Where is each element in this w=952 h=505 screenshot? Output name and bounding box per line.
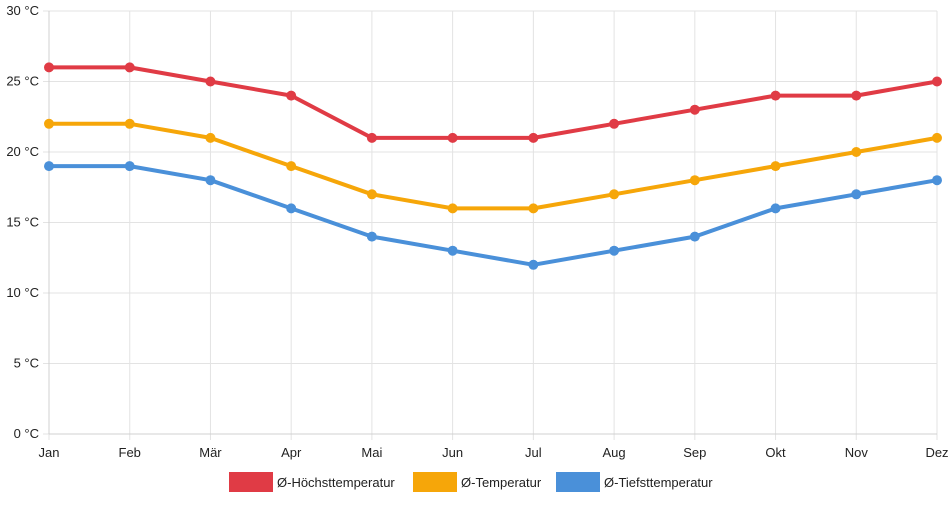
data-point[interactable] <box>205 76 216 87</box>
data-point[interactable] <box>286 203 297 214</box>
legend-item[interactable]: Ø-Tiefsttemperatur <box>556 472 713 492</box>
legend-label: Ø-Tiefsttemperatur <box>604 475 713 490</box>
data-point[interactable] <box>124 161 135 172</box>
data-point[interactable] <box>44 161 54 172</box>
data-point[interactable] <box>528 259 539 270</box>
data-point[interactable] <box>609 118 620 129</box>
data-point[interactable] <box>447 203 458 214</box>
data-point[interactable] <box>932 175 942 186</box>
x-tick-label: Jun <box>442 445 463 460</box>
x-tick-label: Jan <box>39 445 60 460</box>
x-tick-label: Nov <box>845 445 869 460</box>
series-1 <box>44 118 942 214</box>
legend-item[interactable]: Ø-Temperatur <box>413 472 542 492</box>
y-tick-label: 0 °C <box>14 426 39 441</box>
data-point[interactable] <box>689 175 700 186</box>
legend-label: Ø-Temperatur <box>461 475 542 490</box>
data-point[interactable] <box>447 245 458 256</box>
legend-swatch <box>556 472 600 492</box>
data-point[interactable] <box>689 104 700 115</box>
y-tick-label: 15 °C <box>6 215 39 230</box>
data-point[interactable] <box>932 132 942 143</box>
data-point[interactable] <box>851 90 862 101</box>
x-tick-label: Jul <box>525 445 542 460</box>
x-tick-label: Dez <box>925 445 948 460</box>
series-line <box>47 121 939 211</box>
x-tick-label: Mai <box>361 445 382 460</box>
data-point[interactable] <box>44 118 54 129</box>
legend-label: Ø-Höchsttemperatur <box>277 475 395 490</box>
data-point[interactable] <box>770 161 781 172</box>
data-point[interactable] <box>366 231 377 242</box>
y-tick-label: 5 °C <box>14 356 39 371</box>
data-point[interactable] <box>447 132 458 143</box>
data-point[interactable] <box>528 132 539 143</box>
x-tick-label: Apr <box>281 445 302 460</box>
y-tick-label: 25 °C <box>6 74 39 89</box>
data-point[interactable] <box>44 62 54 73</box>
data-point[interactable] <box>366 189 377 200</box>
axis-layer: 0 °C 5 °C 10 °C 15 °C 20 °C 25 °C 30 °C Jan Feb M… <box>6 3 948 460</box>
data-point[interactable] <box>124 118 135 129</box>
data-point[interactable] <box>609 189 620 200</box>
data-point[interactable] <box>205 132 216 143</box>
legend-swatch <box>229 472 273 492</box>
data-point[interactable] <box>205 175 216 186</box>
x-tick-label: Aug <box>603 445 626 460</box>
legend-swatch <box>413 472 457 492</box>
x-tick-label: Feb <box>119 445 141 460</box>
y-tick-label: 20 °C <box>6 144 39 159</box>
y-tick-label: 10 °C <box>6 285 39 300</box>
data-point[interactable] <box>528 203 539 214</box>
data-point[interactable] <box>124 62 135 73</box>
series-line <box>47 65 939 140</box>
data-point[interactable] <box>286 161 297 172</box>
data-point[interactable] <box>609 245 620 256</box>
series-2 <box>44 161 942 270</box>
data-point[interactable] <box>366 132 377 143</box>
x-tick-label: Okt <box>765 445 786 460</box>
data-point[interactable] <box>851 147 862 157</box>
x-tick-label: Mär <box>199 445 222 460</box>
series-line <box>47 164 939 267</box>
series-layer <box>44 62 942 270</box>
x-tick-label: Sep <box>683 445 706 460</box>
legend-item[interactable]: Ø-Höchsttemperatur <box>229 472 395 492</box>
data-point[interactable] <box>770 90 781 101</box>
data-point[interactable] <box>689 231 700 242</box>
data-point[interactable] <box>286 90 297 101</box>
data-point[interactable] <box>851 189 862 200</box>
series-0 <box>44 62 942 143</box>
data-point[interactable] <box>932 76 942 87</box>
legend[interactable]: Ø-Höchsttemperatur Ø-Temperatur Ø-Tiefstte… <box>229 472 713 492</box>
y-tick-label: 30 °C <box>6 3 39 18</box>
data-point[interactable] <box>770 203 781 214</box>
grid-layer <box>43 10 938 440</box>
